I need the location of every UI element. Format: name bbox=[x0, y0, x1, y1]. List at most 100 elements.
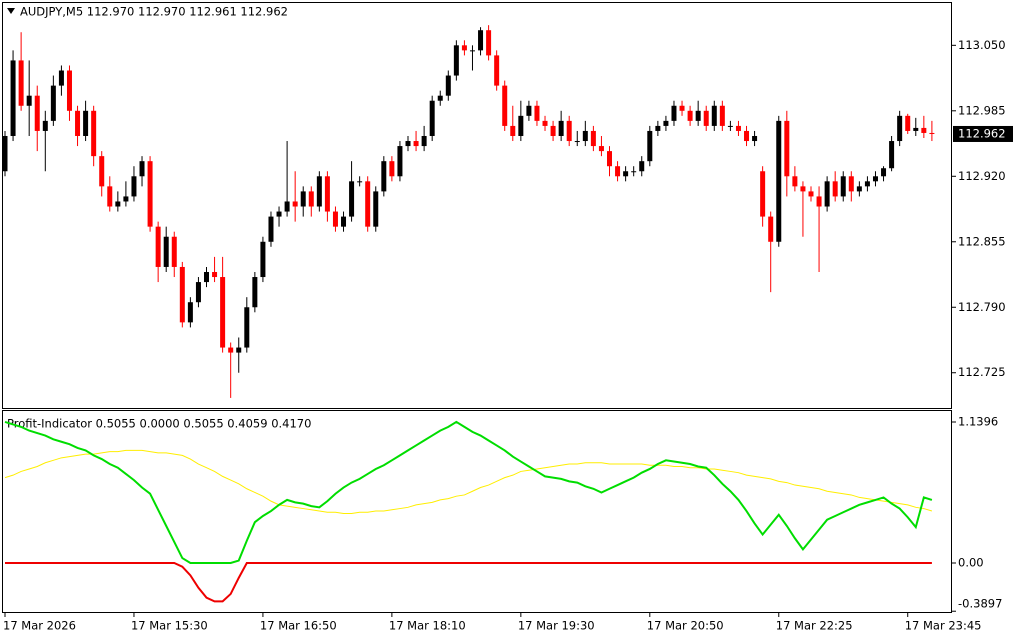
candle-body bbox=[123, 196, 129, 202]
candle-body bbox=[260, 241, 266, 278]
candle-body bbox=[131, 176, 137, 197]
candle-body bbox=[453, 45, 459, 76]
candle-body bbox=[2, 135, 8, 172]
y-tick-label: 112.985 bbox=[958, 103, 1006, 117]
candle-body bbox=[695, 110, 701, 121]
y-tick-label: 0.00 bbox=[958, 556, 984, 570]
candle-body bbox=[461, 45, 467, 51]
dropdown-icon[interactable] bbox=[7, 8, 15, 14]
candle-body bbox=[760, 171, 766, 217]
candle-body bbox=[349, 181, 355, 217]
candle-body bbox=[929, 132, 935, 134]
candle-body bbox=[75, 110, 81, 136]
candle-body bbox=[91, 110, 97, 157]
candle-body bbox=[300, 191, 306, 207]
candle-body bbox=[147, 161, 153, 227]
candle-body bbox=[639, 161, 645, 172]
y-tick-label: 112.725 bbox=[958, 365, 1006, 379]
candle-body bbox=[663, 120, 669, 126]
candle-body bbox=[413, 141, 419, 147]
candle-body bbox=[42, 120, 48, 131]
candle-body bbox=[292, 201, 298, 207]
candle-body bbox=[244, 307, 250, 348]
candle-body bbox=[615, 166, 621, 177]
candle-body bbox=[397, 146, 403, 177]
candle-body bbox=[365, 181, 371, 227]
candle-body bbox=[800, 186, 806, 192]
candle-body bbox=[66, 70, 72, 111]
candle-body bbox=[840, 176, 846, 197]
candle-body bbox=[671, 105, 677, 121]
y-tick-label: -0.3897 bbox=[958, 597, 1002, 611]
candle-body bbox=[469, 50, 475, 52]
candle-body bbox=[647, 130, 653, 162]
candle-body bbox=[808, 191, 814, 197]
x-tick-label: 17 Mar 22:25 bbox=[776, 619, 853, 633]
candle-body bbox=[719, 105, 725, 126]
candle-body bbox=[187, 302, 193, 323]
candle-body bbox=[107, 186, 113, 207]
candle-body bbox=[284, 201, 290, 212]
candle-body bbox=[526, 105, 532, 116]
x-tick-label: 17 Mar 2026 bbox=[3, 619, 76, 633]
x-tick-label: 17 Mar 18:10 bbox=[389, 619, 466, 633]
x-tick-label: 17 Mar 19:30 bbox=[518, 619, 595, 633]
y-tick-label: 113.050 bbox=[958, 38, 1006, 52]
candle-body bbox=[832, 181, 838, 197]
y-tick-label: 112.855 bbox=[958, 234, 1006, 248]
candle-body bbox=[18, 60, 24, 106]
candle-body bbox=[268, 216, 274, 242]
candle-body bbox=[655, 125, 661, 131]
candle-body bbox=[623, 171, 629, 177]
candle-body bbox=[171, 236, 177, 267]
y-tick-label: 112.920 bbox=[958, 169, 1006, 183]
candle-body bbox=[445, 75, 451, 96]
candle-body bbox=[373, 191, 379, 227]
candle-body bbox=[727, 125, 733, 127]
candle-body bbox=[518, 115, 524, 136]
candle-body bbox=[631, 171, 637, 173]
candle-body bbox=[856, 186, 862, 192]
candle-body bbox=[429, 100, 435, 136]
candle-body bbox=[252, 277, 258, 308]
candle-body bbox=[735, 125, 741, 131]
candle-body bbox=[341, 216, 347, 227]
candle-body bbox=[163, 236, 169, 267]
candle-body bbox=[437, 95, 443, 101]
candle-body bbox=[679, 105, 685, 111]
candle-body bbox=[308, 191, 314, 207]
candle-body bbox=[687, 110, 693, 121]
candle-body bbox=[703, 110, 709, 126]
candle-body bbox=[889, 141, 895, 169]
candle-body bbox=[220, 277, 226, 348]
candle-body bbox=[115, 201, 121, 207]
candle-body bbox=[913, 127, 919, 131]
candle-body bbox=[155, 226, 161, 267]
candle-body bbox=[228, 347, 234, 353]
candle-body bbox=[607, 151, 612, 167]
candle-body bbox=[582, 130, 588, 142]
candle-body bbox=[711, 105, 717, 126]
candle-body bbox=[590, 130, 596, 147]
candle-body bbox=[276, 211, 282, 217]
candle-body bbox=[905, 115, 911, 131]
candle-body bbox=[139, 161, 145, 177]
candle-body bbox=[195, 282, 201, 303]
candle-body bbox=[550, 125, 556, 136]
candle-body bbox=[816, 196, 822, 207]
candle-body bbox=[50, 85, 56, 121]
candle-body bbox=[316, 176, 322, 207]
candle-body bbox=[212, 271, 218, 278]
candle-body bbox=[897, 115, 903, 142]
chart-title: AUDJPY,M5 112.970 112.970 112.961 112.96… bbox=[20, 5, 288, 19]
candle-body bbox=[558, 120, 564, 136]
candle-body bbox=[921, 127, 927, 133]
candle-body bbox=[405, 141, 411, 147]
candle-body bbox=[542, 120, 548, 126]
candle-body bbox=[566, 120, 572, 142]
candle-body bbox=[83, 110, 89, 136]
candle-body bbox=[204, 271, 209, 283]
indicator-line bbox=[4, 420, 933, 564]
candle-body bbox=[10, 60, 16, 136]
